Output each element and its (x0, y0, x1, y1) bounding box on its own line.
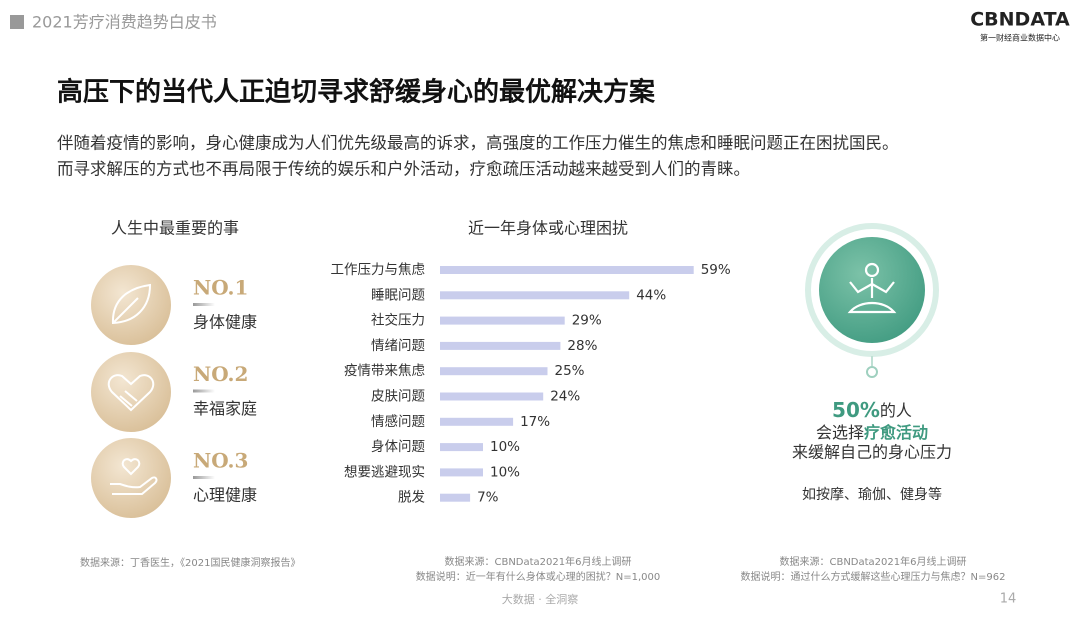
rank: NO.2 (193, 362, 248, 386)
callout-prefix: 会选择 (816, 423, 864, 442)
leaf-icon (111, 283, 152, 325)
category-label: 工作压力与焦虑 (331, 262, 426, 278)
callout-line1: 50%的人 (832, 398, 912, 422)
ranking-heading: 人生中最重要的事 (111, 219, 239, 238)
category-label: 情感问题 (371, 413, 425, 430)
source: 数据来源：CBNData2021年6月线上调研 (779, 555, 966, 568)
callout-line3: 来缓解自己的身心压力 (792, 443, 952, 462)
bar (440, 468, 483, 477)
category-label: 想要逃避现实 (344, 464, 425, 480)
rank-underline (193, 303, 215, 306)
rank: NO.3 (193, 449, 248, 473)
category-label: 睡眠问题 (371, 287, 425, 303)
intro-line: 而寻求解压的方式也不再局限于传统的娱乐和户外活动，疗愈疏压活动越来越受到人们的青… (57, 160, 750, 179)
callout-suffix: 的人 (880, 401, 912, 420)
bar (440, 392, 544, 401)
rank-underline (193, 389, 215, 393)
category-label: 身体问题 (371, 439, 425, 455)
logo: CBNDATA (970, 9, 1070, 31)
connector-dot (866, 366, 878, 378)
value-label: 59% (701, 262, 731, 278)
hand-heart-icon (110, 458, 158, 495)
rank-label: 身体健康 (193, 313, 257, 332)
source: 数据说明：近一年有什么身体或心理的困扰？N=1,000 (416, 570, 661, 583)
rank-underline (193, 476, 215, 479)
value-label: 24% (550, 389, 580, 405)
page-number: 14 (1000, 592, 1017, 607)
bar (440, 417, 514, 426)
bar (440, 341, 561, 350)
category-label: 情绪问题 (371, 338, 425, 354)
bar (440, 367, 548, 376)
value-label: 28% (567, 338, 597, 354)
value-label: 17% (520, 414, 550, 430)
category-label: 皮肤问题 (371, 389, 425, 405)
value-label: 10% (490, 439, 520, 455)
icon-circle (91, 438, 171, 518)
value-label: 29% (572, 313, 602, 329)
hands-icon (107, 374, 155, 412)
slogan: 大数据 · 全洞察 (502, 592, 579, 606)
value-label: 7% (477, 490, 499, 506)
meditation-icon (847, 262, 897, 314)
value-label: 10% (490, 464, 520, 480)
bar (440, 493, 471, 502)
bar (440, 443, 483, 452)
category-label: 社交压力 (371, 312, 425, 329)
category-label: 脱发 (398, 490, 425, 506)
icon-circle (91, 352, 171, 432)
report-name: 2021芳疗消费趋势白皮书 (32, 13, 217, 32)
bar (440, 316, 565, 325)
ranking-icons (91, 265, 171, 518)
bar (440, 291, 630, 300)
intro-line: 伴随着疫情的影响，身心健康成为人们优先级最高的诉求，高强度的工作压力催生的焦虑和… (57, 134, 899, 153)
value-label: 44% (636, 287, 666, 303)
rank-label: 幸福家庭 (193, 399, 257, 418)
source: 数据说明：通过什么方式缓解这些心理压力与焦虑？N=962 (741, 570, 1006, 583)
title: 高压下的当代人正迫切寻求舒缓身心的最优解决方案 (57, 77, 656, 108)
rank: NO.1 (193, 276, 248, 300)
callout-examples: 如按摩、瑜伽、健身等 (802, 486, 942, 503)
chart-title: 近一年身体或心理困扰 (468, 219, 628, 238)
value-label: 25% (555, 363, 585, 379)
source: 数据来源：丁香医生，《2021国民健康洞察报告》 (80, 556, 300, 569)
source: 数据来源：CBNData2021年6月线上调研 (444, 555, 631, 568)
header-square (10, 15, 24, 29)
callout-line2: 会选择疗愈活动 (816, 423, 928, 442)
category-label: 疫情带来焦虑 (344, 363, 425, 379)
bar (440, 266, 694, 274)
logo-sub: 第一财经商业数据中心 (980, 33, 1060, 43)
callout-value: 50% (832, 398, 880, 422)
callout-highlight: 疗愈活动 (864, 423, 928, 442)
rank-label: 心理健康 (193, 486, 257, 505)
